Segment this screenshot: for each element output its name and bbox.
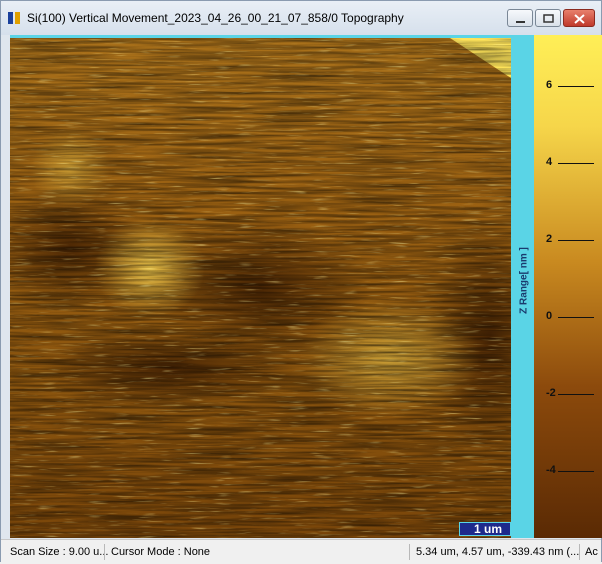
maximize-icon [543, 14, 554, 23]
close-button[interactable] [563, 9, 595, 27]
maximize-button[interactable] [535, 9, 561, 27]
z-range-panel: Z Range[ nm ] [514, 35, 534, 538]
minimize-icon [516, 21, 525, 23]
topography-image[interactable] [10, 35, 514, 538]
tick-label: 6 [546, 79, 553, 91]
color-scale-bar: 6 4 2 0 -2 -4 [534, 35, 602, 538]
minimize-button[interactable] [507, 9, 533, 27]
tick-label: 0 [546, 310, 553, 322]
cursor-position-status: 5.34 um, 4.57 um, -339.43 nm (... [416, 546, 580, 558]
close-icon [574, 14, 585, 24]
scan-size-status: Scan Size : 9.00 u... [10, 546, 109, 558]
status-divider [409, 544, 410, 560]
z-range-label: Z Range[ nm ] [518, 247, 530, 314]
spm-image-icon [8, 12, 20, 24]
tick-label: 4 [546, 156, 553, 168]
tick-label: -2 [546, 387, 556, 399]
extra-status: Ac [585, 546, 598, 558]
status-divider [104, 544, 105, 560]
cursor-mode-status: Cursor Mode : None [111, 546, 211, 558]
title-bar[interactable]: Si(100) Vertical Movement_2023_04_26_00_… [1, 1, 601, 35]
status-bar: Scan Size : 9.00 u... Cursor Mode : None… [1, 539, 601, 564]
scale-bar: 1 um [459, 522, 511, 536]
topography-map [10, 38, 511, 538]
tick-label: -4 [546, 464, 556, 476]
window-title: Si(100) Vertical Movement_2023_04_26_00_… [27, 11, 404, 25]
tick-label: 2 [546, 233, 553, 245]
scale-bar-label: 1 um [473, 522, 502, 536]
status-divider [579, 544, 580, 560]
